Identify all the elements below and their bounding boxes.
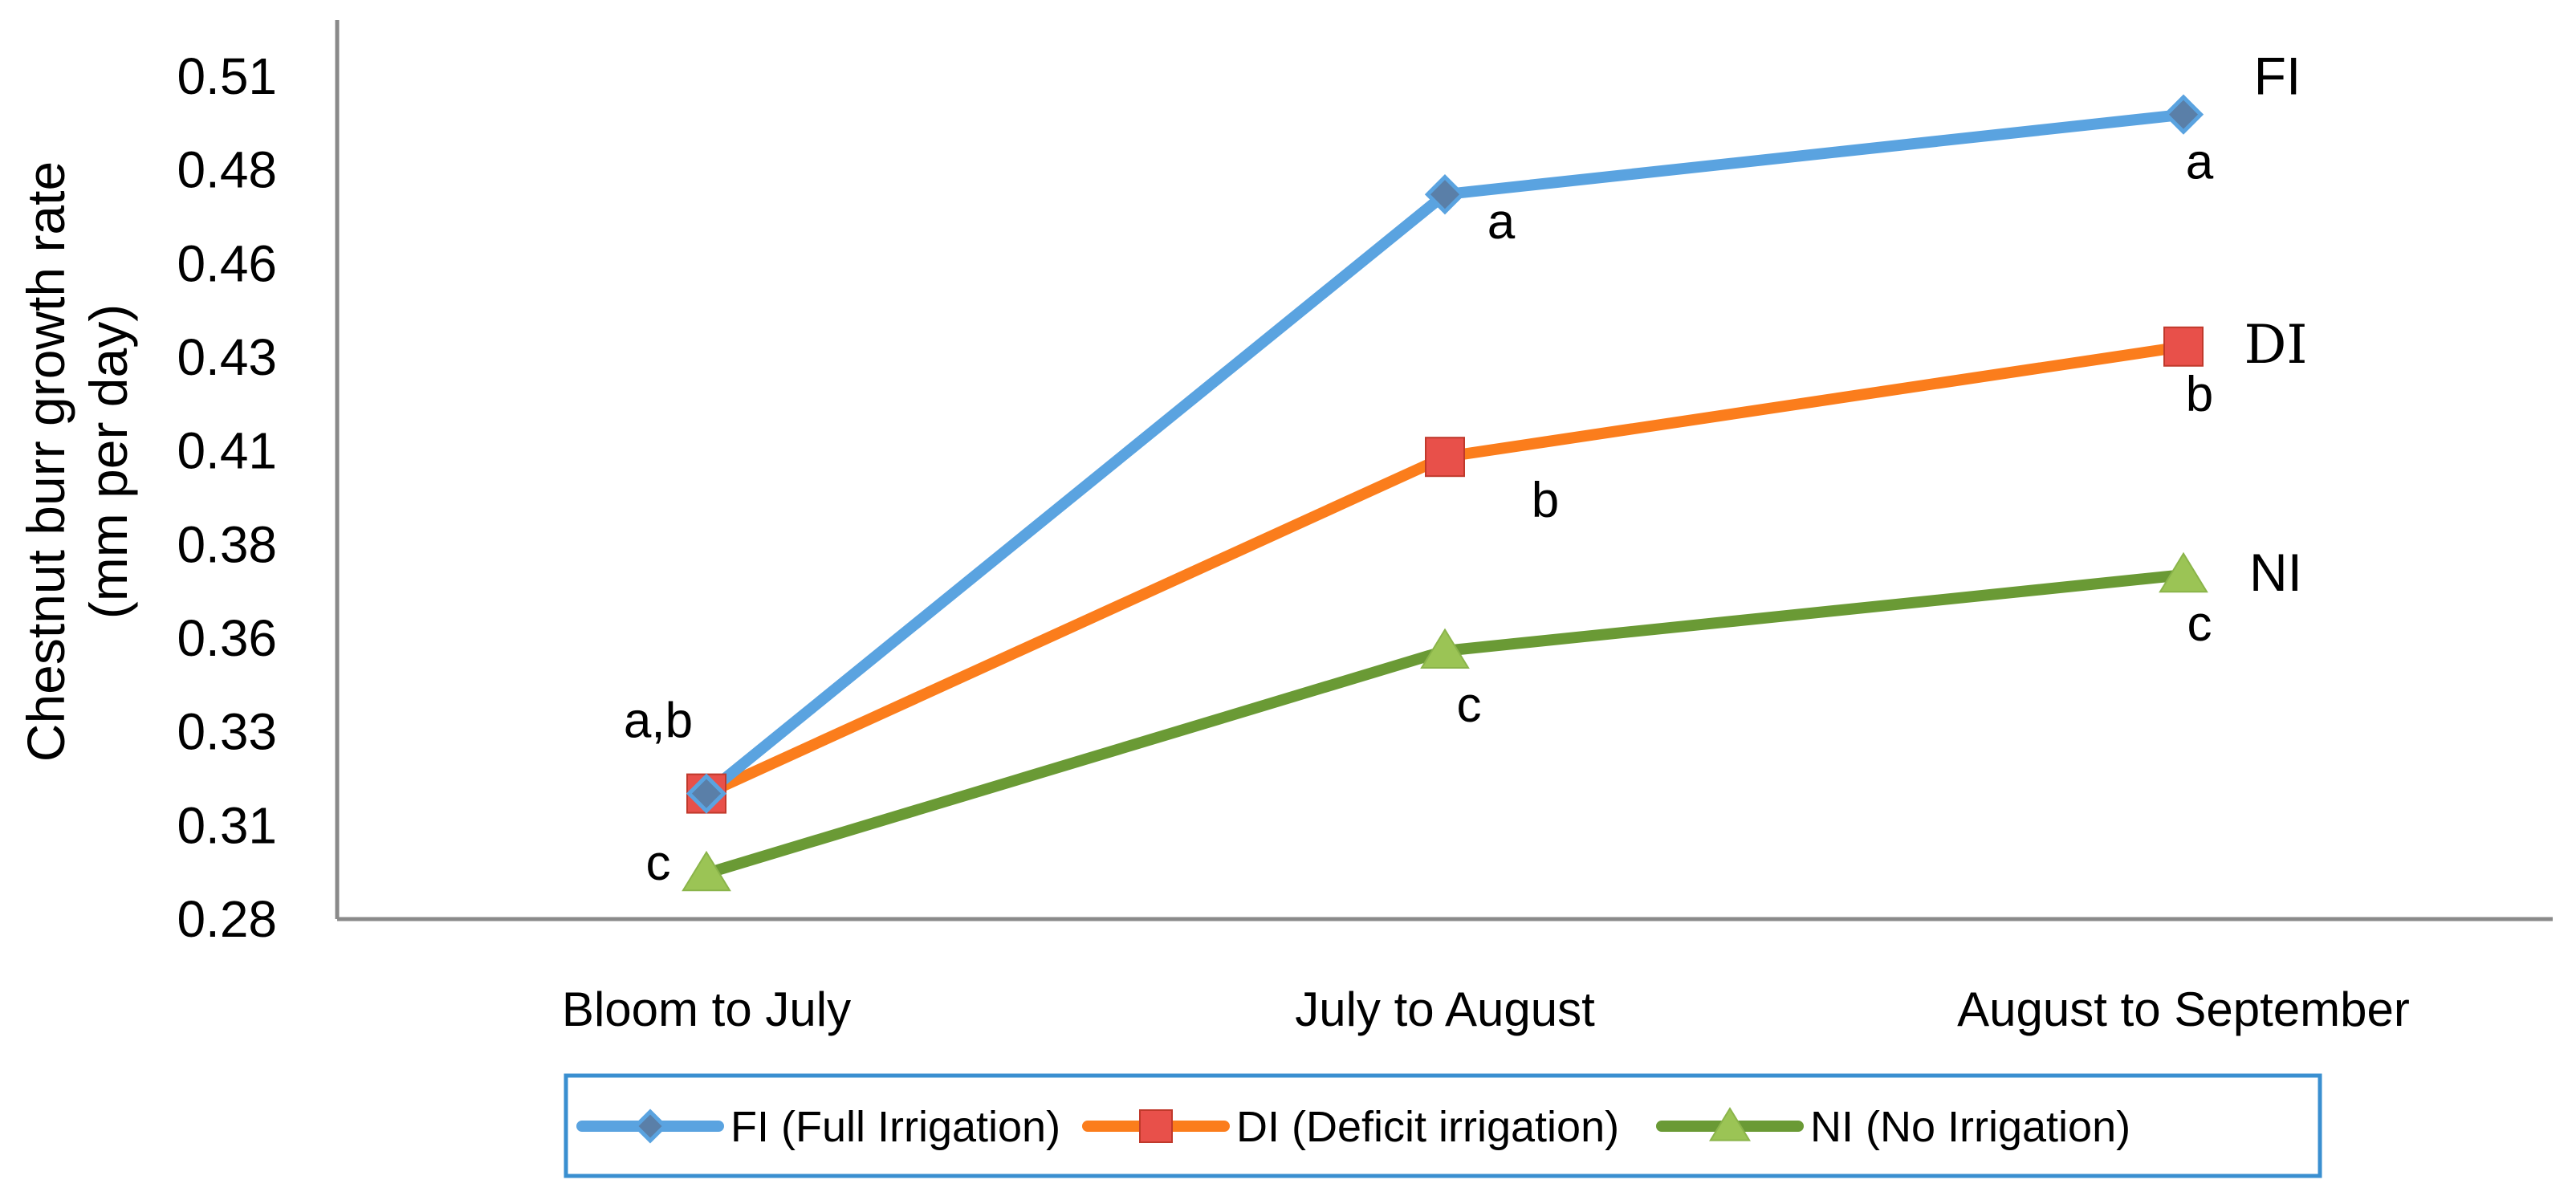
data-point-ni: [2159, 551, 2208, 593]
significance-letter: a: [1487, 194, 1516, 250]
y-tick-label: 0.31: [177, 796, 277, 854]
series-end-label-di: DI: [2244, 314, 2308, 376]
data-point-di: [1425, 437, 1465, 478]
legend-box: [564, 1073, 2322, 1178]
y-tick-label: 0.43: [177, 328, 277, 386]
significance-letter: c: [2187, 596, 2212, 652]
significance-letter: c: [1457, 677, 1482, 733]
y-tick-label: 0.36: [177, 609, 277, 667]
axes: [335, 20, 2553, 921]
y-axis-label-line-1: Chestnut burr growth rate: [16, 161, 75, 762]
legend-marker-fi: [633, 1109, 668, 1144]
x-category-label: Bloom to July: [562, 982, 851, 1036]
x-category-labels: Bloom to July July to August August to Sep…: [562, 982, 2410, 1036]
y-tick-label: 0.28: [177, 890, 277, 948]
legend-marker-ni: [1709, 1107, 1751, 1141]
series-lines: [701, 108, 2189, 880]
significance-letters: a a a,b b b c c c: [624, 135, 2214, 891]
data-point-fi: [1424, 174, 1466, 215]
legend-label-ni: NI (No Irrigation): [1810, 1103, 2130, 1151]
y-tick-label: 0.41: [177, 422, 277, 480]
y-tick-label: 0.51: [177, 47, 277, 105]
y-tick-label: 0.48: [177, 141, 277, 199]
significance-letter: b: [2186, 367, 2213, 422]
series-end-label-fi: FI: [2254, 47, 2301, 106]
significance-letter: a,b: [624, 694, 693, 749]
x-category-label: July to August: [1295, 982, 1595, 1036]
series-end-label-ni: NI: [2249, 543, 2302, 602]
legend-label-di: DI (Deficit irrigation): [1236, 1103, 1619, 1151]
legend-marker-di: [1139, 1109, 1173, 1143]
y-axis-label: Chestnut burr growth rate (mm per day): [16, 161, 138, 762]
y-axis-label-line-2: (mm per day): [79, 304, 138, 619]
x-category-label: August to September: [1957, 982, 2410, 1036]
data-point-ni: [1420, 628, 1470, 669]
significance-letter: c: [646, 836, 671, 891]
y-tick-label: 0.46: [177, 234, 277, 292]
data-point-ni: [682, 850, 731, 892]
series-end-labels: FI DI NI: [2244, 47, 2308, 602]
data-point-fi: [686, 773, 727, 814]
significance-letter: b: [1532, 473, 1559, 528]
series-line-di: [701, 340, 2189, 799]
y-tick-labels: 0.51 0.48 0.46 0.43 0.41 0.38 0.36 0.33 0.31 0.28: [177, 47, 277, 948]
series-markers: [682, 94, 2208, 892]
y-tick-label: 0.38: [177, 515, 277, 573]
legend: FI (Full Irrigation) DI (Deficit irrigati…: [564, 1073, 2322, 1178]
significance-letter: a: [2186, 135, 2214, 190]
y-tick-label: 0.33: [177, 703, 277, 761]
data-point-di: [2163, 326, 2204, 367]
legend-label-fi: FI (Full Irrigation): [730, 1103, 1060, 1151]
data-point-fi: [2163, 94, 2204, 135]
